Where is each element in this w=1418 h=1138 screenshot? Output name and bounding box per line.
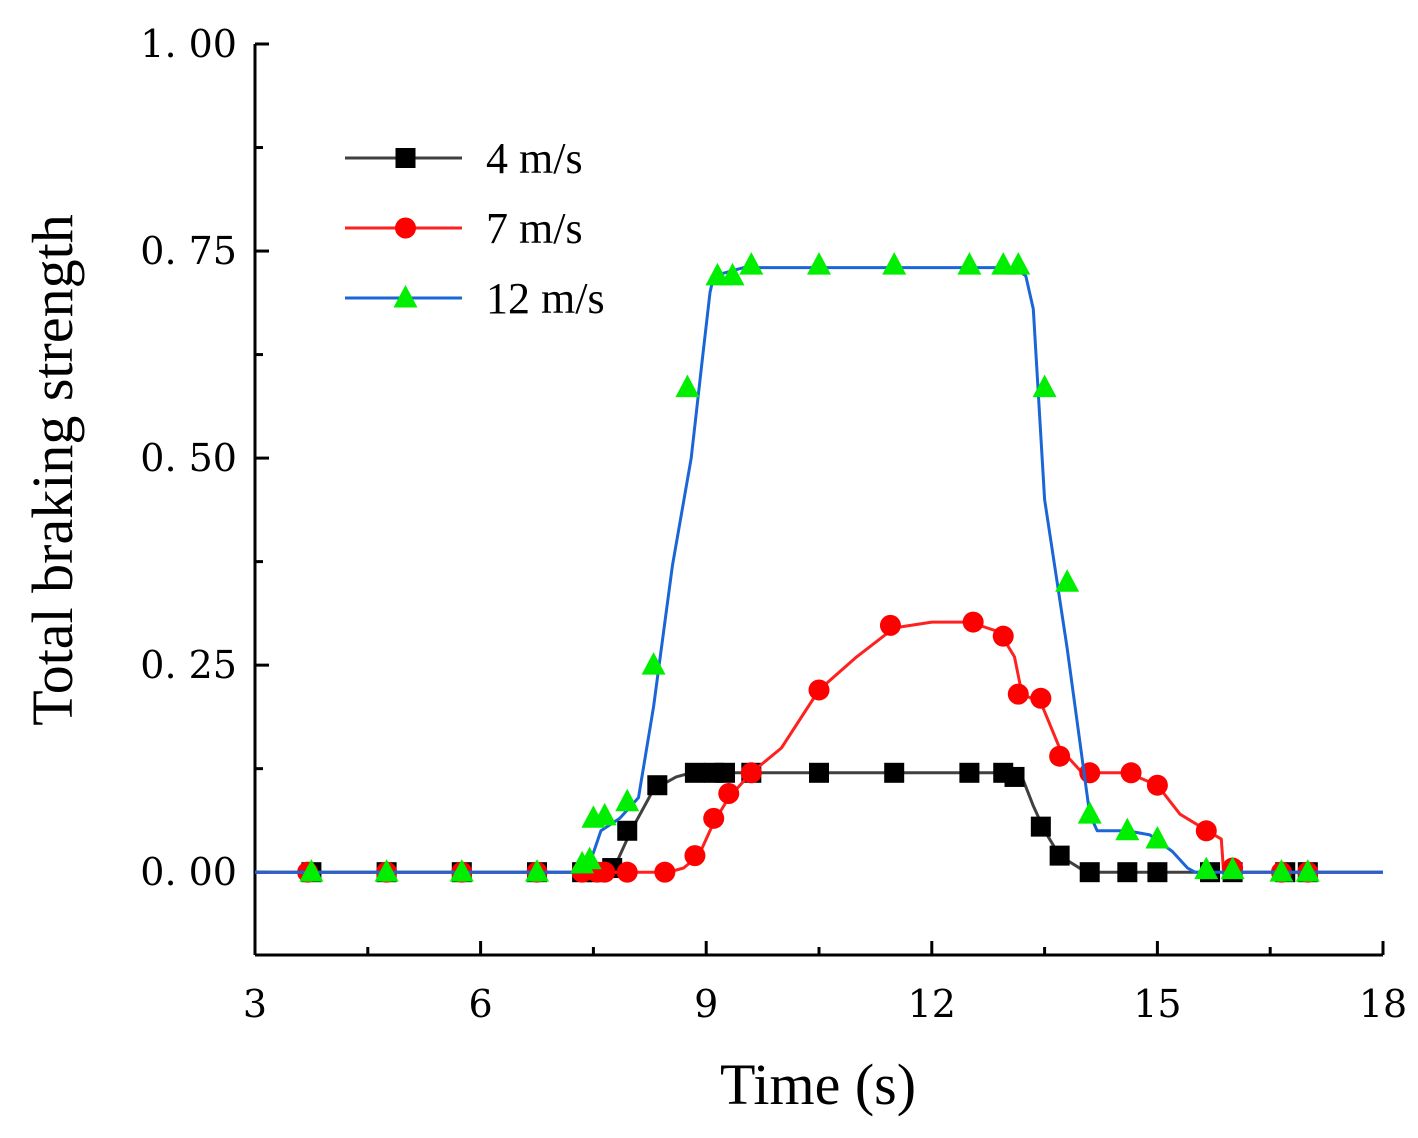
data-point <box>739 252 764 275</box>
legend-marker <box>395 217 416 239</box>
series-2 <box>255 252 1383 882</box>
x-tick-label: 6 <box>469 982 493 1026</box>
axes: 3 6 9 12 15 18 0. 00 0. 25 0. 50 0. 75 1. 00 <box>140 22 1407 1026</box>
data-point <box>1032 374 1057 398</box>
series-line <box>255 771 1383 874</box>
legend-marker <box>395 148 416 168</box>
data-point <box>1195 820 1217 842</box>
data-point <box>718 783 740 805</box>
x-tick-label: 9 <box>694 982 718 1026</box>
y-tick-label: 0. 50 <box>140 436 237 480</box>
data-point <box>641 652 666 675</box>
data-point <box>647 775 668 796</box>
x-tick-label: 18 <box>1359 982 1407 1026</box>
legend-label: 7 m/s <box>486 204 583 253</box>
series-0 <box>255 762 1383 883</box>
data-point <box>1079 862 1100 883</box>
data-point <box>959 762 980 783</box>
data-point <box>992 625 1014 647</box>
y-tick-label: 0. 75 <box>140 229 237 273</box>
data-point <box>705 262 730 286</box>
data-point <box>684 845 706 867</box>
data-point <box>1049 745 1071 767</box>
data-point <box>1194 856 1219 880</box>
legend-label: 12 m/s <box>486 274 605 323</box>
data-point <box>1146 774 1168 796</box>
data-point <box>1030 687 1052 709</box>
data-point <box>1055 569 1080 592</box>
data-point <box>615 788 640 812</box>
data-point <box>715 762 735 783</box>
data-point <box>1269 859 1294 882</box>
x-tick-label: 15 <box>1133 982 1181 1026</box>
series-layer <box>255 252 1383 883</box>
y-tick-label: 0. 25 <box>140 643 237 687</box>
data-point <box>1120 762 1142 784</box>
y-tick-label: 1. 00 <box>140 22 237 66</box>
series-1 <box>255 611 1383 883</box>
data-point <box>616 861 638 883</box>
series-line <box>255 266 1383 874</box>
data-point <box>449 859 474 882</box>
data-point <box>879 614 901 636</box>
data-point <box>1004 766 1025 787</box>
data-point <box>882 252 907 275</box>
data-point <box>1295 859 1320 882</box>
data-point <box>675 374 700 398</box>
data-point <box>1007 683 1029 705</box>
legend: 4 m/s 7 m/s 12 m/s <box>345 134 605 323</box>
data-point <box>991 252 1016 275</box>
data-point <box>1049 845 1070 866</box>
data-point <box>703 807 725 829</box>
data-point <box>577 846 602 870</box>
x-tick-label: 3 <box>243 982 267 1026</box>
data-point <box>1030 816 1051 837</box>
x-axis-title: Time (s) <box>720 1052 916 1117</box>
data-point <box>720 262 745 286</box>
data-point <box>654 861 676 883</box>
data-point <box>1115 817 1140 841</box>
data-point <box>957 252 982 275</box>
data-point <box>525 859 549 882</box>
data-point <box>1077 801 1102 824</box>
y-axis-title: Total braking strength <box>20 214 85 725</box>
x-tick-label: 12 <box>908 982 956 1026</box>
y-tick-label: 0. 00 <box>140 850 237 894</box>
data-point <box>374 859 399 882</box>
data-point <box>807 252 831 275</box>
legend-marker <box>393 284 418 308</box>
data-point <box>1006 252 1031 275</box>
data-point <box>1147 862 1168 883</box>
data-point <box>808 679 830 701</box>
data-point <box>617 820 638 841</box>
data-point <box>592 802 617 826</box>
data-point <box>684 762 705 783</box>
data-point <box>299 859 324 882</box>
data-point <box>962 611 984 633</box>
data-point <box>1117 862 1138 883</box>
legend-label: 4 m/s <box>486 134 583 183</box>
data-point <box>809 762 829 783</box>
data-point <box>1145 826 1170 849</box>
data-point <box>740 762 762 784</box>
data-point <box>1220 856 1245 880</box>
data-point <box>884 762 905 783</box>
